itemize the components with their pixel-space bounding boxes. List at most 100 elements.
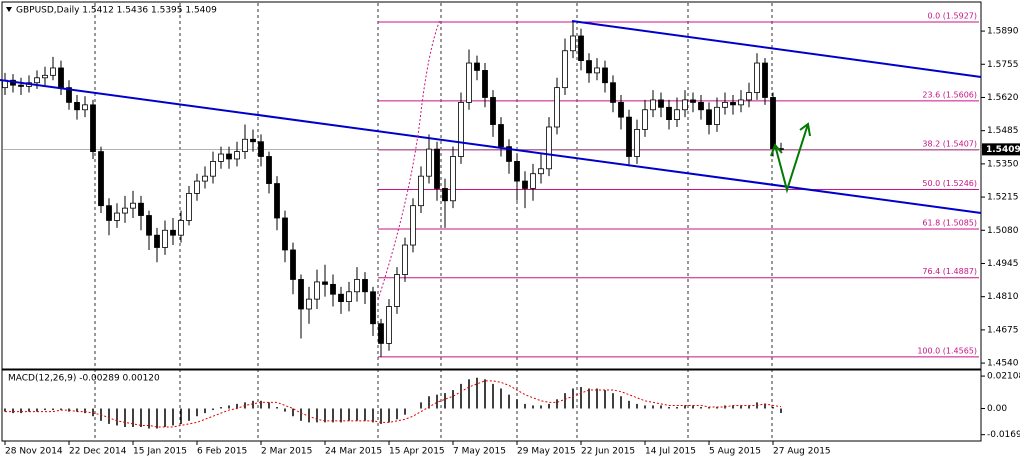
projection-arrow: [770, 122, 811, 194]
candle-body: [490, 97, 496, 125]
candle-body: [474, 62, 480, 71]
candle-body: [122, 207, 128, 214]
candle-body: [242, 138, 248, 152]
y-tick-label: 1.5485: [987, 126, 1019, 136]
candle-body: [706, 109, 712, 125]
candle-body: [570, 35, 576, 52]
candle-body: [410, 205, 416, 246]
candle-body: [90, 104, 96, 152]
macd-signal: [5, 380, 782, 428]
candle-body: [42, 74, 48, 79]
x-tick-label: 2 Mar 2015: [261, 447, 312, 457]
y-tick-label: 1.5755: [987, 60, 1019, 70]
fib-label: 61.8 (1.5085): [922, 219, 977, 228]
candle-body: [434, 148, 440, 189]
candle-body: [626, 116, 632, 157]
last-price-box: [982, 143, 1020, 156]
fib-label: 100.0 (1.4565): [917, 346, 977, 355]
candle-body: [610, 82, 616, 103]
candle-body: [314, 281, 320, 300]
candle-body: [482, 70, 488, 98]
fib-label: 76.4 (1.4887): [922, 267, 977, 276]
candle-body: [690, 99, 696, 103]
fib-label: 0.0 (1.5927): [928, 11, 978, 20]
candle-body: [346, 291, 352, 302]
candle-body: [170, 229, 176, 236]
candle-body: [146, 215, 152, 236]
y-tick-label: 1.4945: [987, 259, 1019, 269]
candle-body: [546, 126, 552, 170]
candle-body: [498, 124, 504, 148]
candle-body: [282, 217, 288, 251]
candle-body: [722, 101, 728, 108]
fib-label: 38.2 (1.5407): [922, 139, 977, 148]
x-tick-label: 24 Mar 2015: [325, 447, 382, 457]
x-tick-label: 22 Jun 2015: [581, 447, 635, 457]
candle-body: [450, 156, 456, 202]
macd-tick-label: 0.02108: [987, 372, 1020, 382]
candle-body: [162, 229, 168, 248]
candle-body: [738, 99, 744, 106]
candle-body: [210, 161, 216, 177]
candle-body: [322, 281, 328, 285]
y-tick-label: 1.5890: [987, 27, 1019, 37]
candle-body: [442, 188, 448, 202]
x-tick-label: 29 May 2015: [517, 447, 576, 457]
candle-body: [154, 234, 160, 248]
candle-body: [138, 202, 144, 216]
y-tick-label: 1.4810: [987, 292, 1019, 302]
trend-line: [0, 79, 982, 214]
candle-body: [530, 173, 536, 189]
candle-body: [674, 109, 680, 121]
x-tick-label: 5 Aug 2015: [709, 447, 761, 457]
x-tick-label: 28 Nov 2014: [5, 447, 63, 457]
fib-fan: [377, 19, 441, 301]
candle-body: [306, 298, 312, 310]
candle-body: [178, 220, 184, 236]
macd-label: MACD(12,26,9) -0.00289 0.00120: [8, 374, 160, 384]
chart-title: GBPUSD,Daily 1.5412 1.5436 1.5395 1.5409: [16, 6, 217, 16]
candle-body: [658, 99, 664, 108]
candle-body: [386, 306, 392, 344]
y-tick-label: 1.5620: [987, 93, 1019, 103]
candle-body: [714, 106, 720, 125]
candle-body: [58, 67, 64, 89]
price-panel: [1, 1, 982, 370]
candle-body: [258, 141, 264, 157]
candle-body: [754, 62, 760, 93]
candle-body: [402, 244, 408, 275]
candle-body: [586, 60, 592, 74]
candle-body: [74, 101, 80, 111]
x-tick-label: 15 Jan 2015: [133, 447, 187, 457]
candle-body: [194, 180, 200, 194]
candle-body: [98, 151, 104, 207]
y-tick-label: 1.5215: [987, 193, 1019, 203]
candle-body: [458, 101, 464, 157]
candle-body: [418, 175, 424, 207]
macd-tick-label: 0.00: [987, 404, 1007, 414]
macd-panel: [1, 369, 982, 442]
x-tick-label: 27 Aug 2015: [773, 447, 831, 457]
candle-body: [50, 67, 56, 76]
candle-body: [562, 50, 568, 89]
candle-body: [506, 146, 512, 162]
y-tick-label: 1.4540: [987, 359, 1019, 369]
candle-body: [370, 291, 376, 325]
candle-body: [114, 212, 120, 221]
candle-body: [618, 101, 624, 118]
candle-body: [82, 104, 88, 111]
candle-body: [730, 101, 736, 106]
candle-body: [290, 249, 296, 280]
candle-body: [538, 168, 544, 175]
candle-body: [514, 161, 520, 182]
channel-line: [571, 20, 982, 78]
fib-label: 50.0 (1.5246): [922, 179, 977, 188]
candle-body: [274, 183, 280, 219]
candle-body: [634, 129, 640, 157]
candle-body: [338, 293, 344, 302]
macd-tick-label: -0.01699: [987, 430, 1020, 440]
candle-body: [202, 175, 208, 182]
candle-body: [34, 77, 40, 84]
candle-body: [66, 87, 72, 103]
